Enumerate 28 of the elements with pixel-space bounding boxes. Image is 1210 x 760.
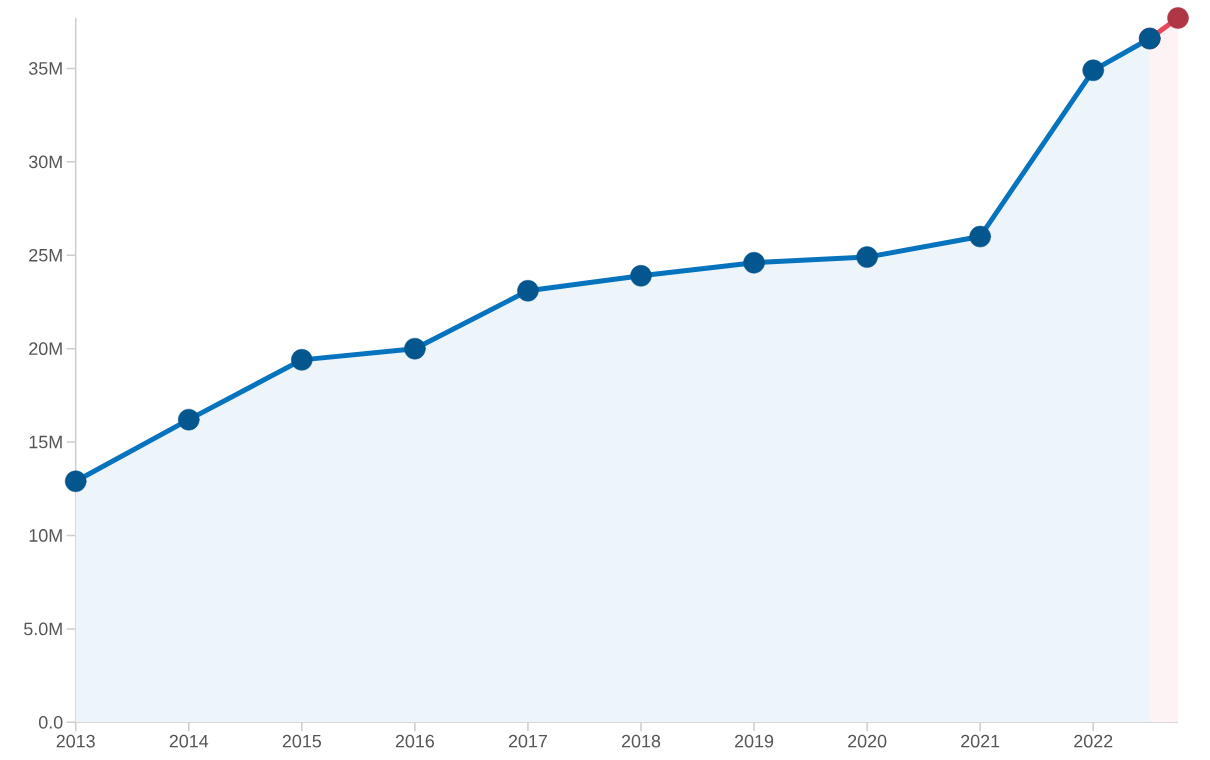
- x-tick-label: 2015: [282, 734, 321, 748]
- point: [969, 225, 991, 248]
- y-tick-label: 10M: [29, 529, 62, 542]
- x-tick-label: 2014: [169, 734, 209, 748]
- point: [404, 337, 426, 360]
- x-tick-label: 2016: [395, 734, 435, 748]
- point: [517, 280, 539, 302]
- x-tick-label: 2018: [621, 734, 661, 748]
- x-tick-label: 2013: [56, 734, 95, 748]
- point: [178, 408, 200, 431]
- y-tick-label: 15M: [29, 435, 62, 449]
- point: [291, 349, 313, 371]
- y-tick-label: 20M: [29, 342, 62, 356]
- point: [743, 251, 765, 274]
- x-tick-label: 2020: [848, 734, 887, 748]
- point: [1082, 59, 1104, 82]
- point: [64, 470, 87, 493]
- point: [630, 265, 652, 287]
- y-tick-label: 0.0: [38, 715, 63, 729]
- x-tick-label: 2022: [1074, 734, 1113, 748]
- y-tick-label: 30M: [28, 155, 62, 169]
- x-tick-label: 2021: [961, 734, 1000, 748]
- y-tick-label: 35M: [28, 62, 62, 75]
- x-tick-label: 2017: [508, 734, 547, 748]
- y-tick-label: 25M: [29, 248, 62, 262]
- x-tick-label: 2019: [735, 734, 774, 748]
- point: [856, 246, 878, 268]
- y-tick-label: 5.0M: [24, 622, 62, 636]
